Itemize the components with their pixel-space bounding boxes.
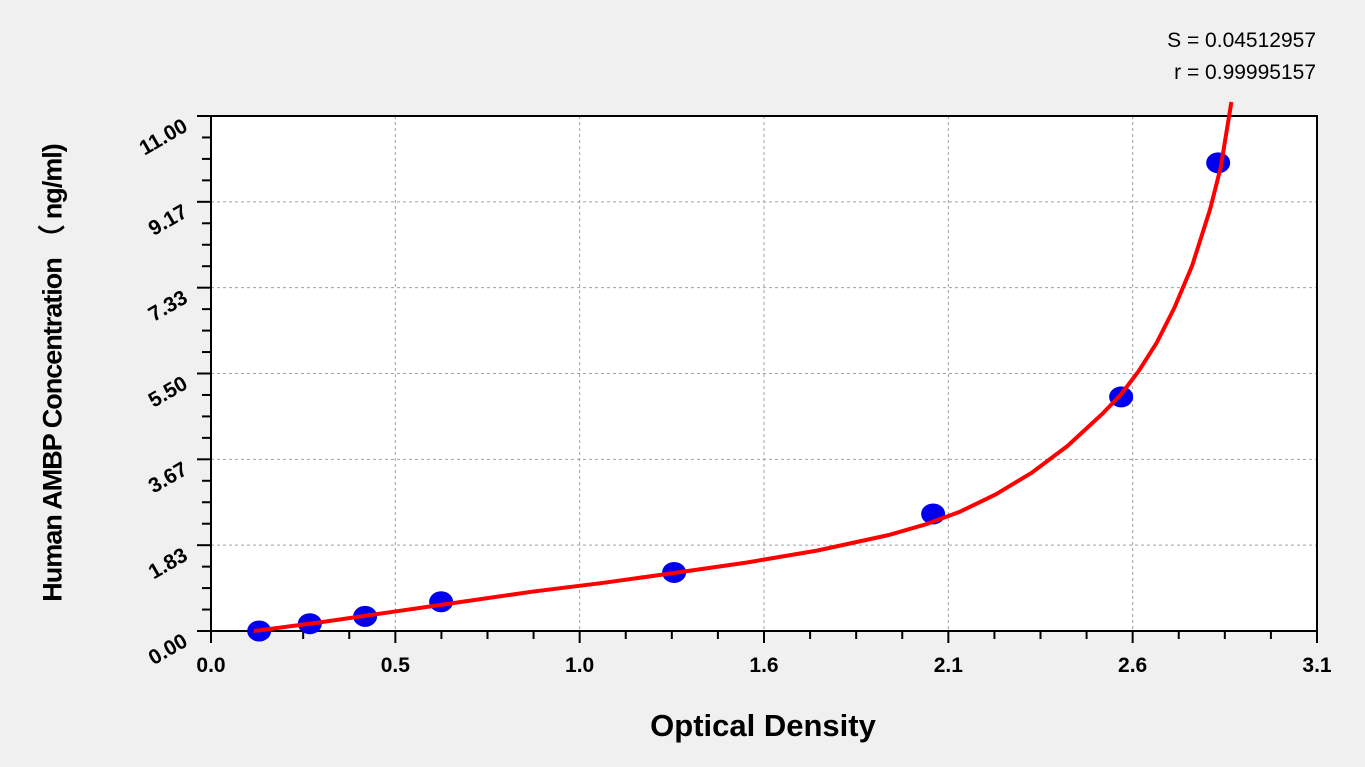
r-statistic: r = 0.99995157: [1174, 61, 1316, 84]
y-tick-label: 9.17: [145, 200, 192, 240]
x-tick-label: 0.5: [381, 654, 411, 677]
y-axis-label: Human AMBP Concentration （ ng/ml): [37, 144, 68, 602]
x-tick-label: 2.6: [1118, 654, 1147, 677]
x-tick-label: 0.0: [196, 654, 225, 677]
x-axis-label: Optical Density: [650, 708, 876, 743]
x-tick-label: 2.1: [934, 654, 964, 677]
x-tick-label: 3.1: [1302, 654, 1332, 677]
x-tick-label: 1.0: [565, 654, 594, 677]
s-statistic: S = 0.04512957: [1167, 29, 1316, 52]
y-tick-label: 0.00: [145, 629, 192, 669]
y-tick-label: 5.50: [145, 372, 192, 412]
y-tick-label: 1.83: [145, 544, 192, 584]
y-tick-label: 3.67: [145, 458, 192, 498]
x-tick-label: 1.6: [749, 654, 778, 677]
y-tick-label: 11.00: [135, 114, 191, 160]
y-tick-label: 7.33: [145, 286, 192, 326]
fitted-curve: [253, 101, 1234, 633]
